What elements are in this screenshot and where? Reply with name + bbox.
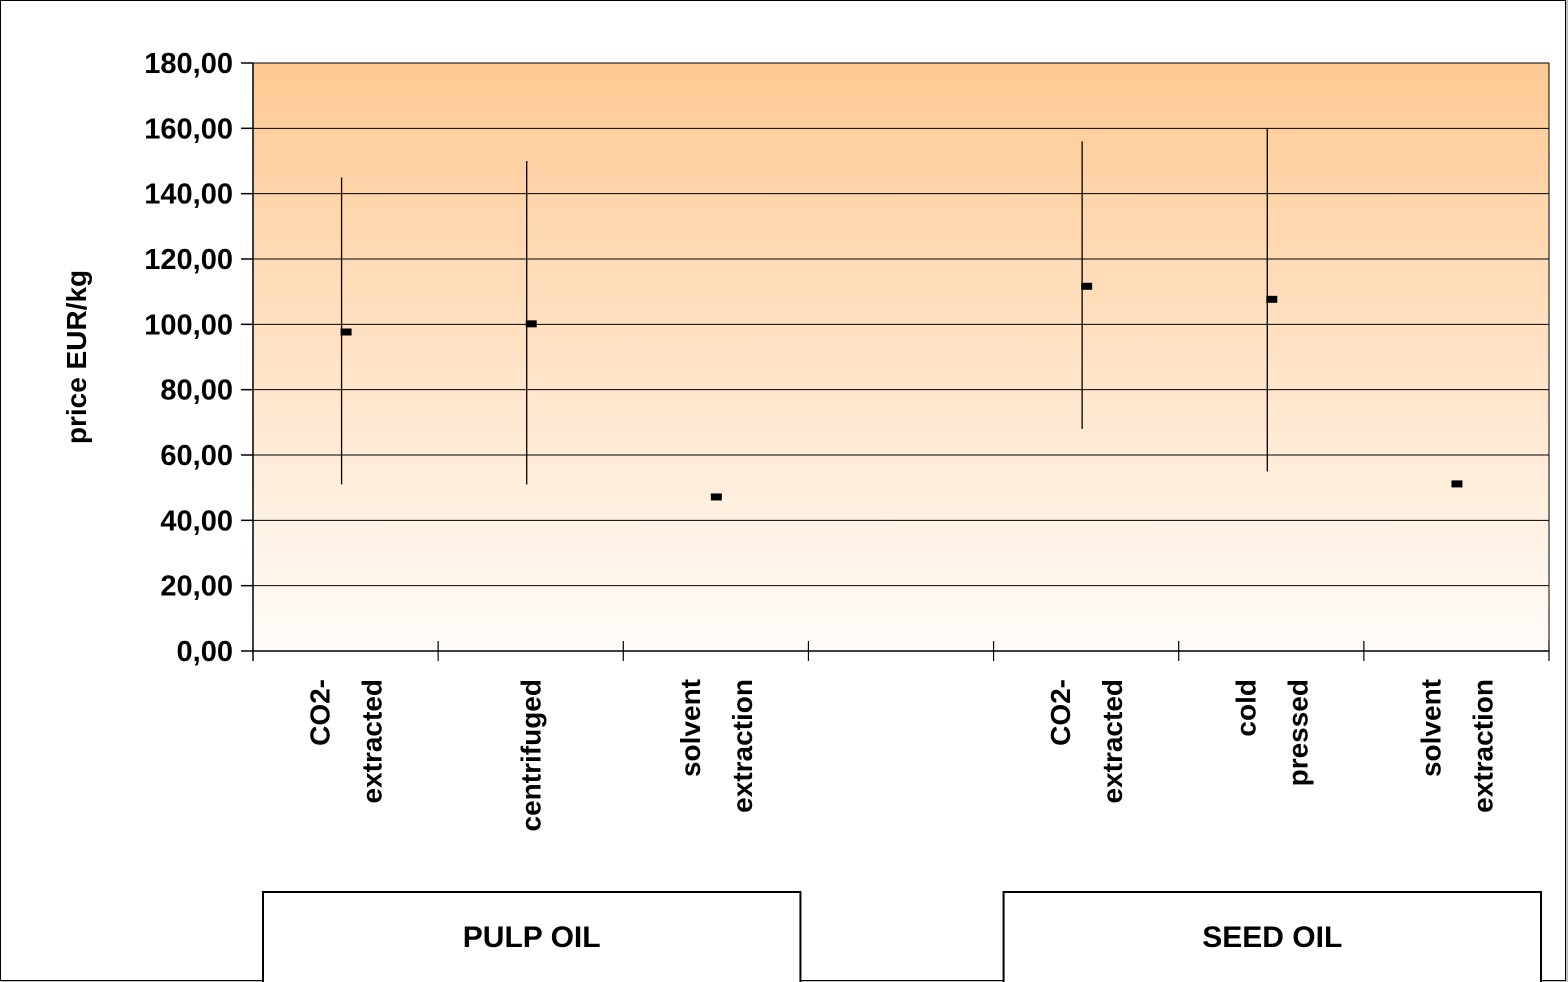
y-tick-label: 100,00 — [144, 309, 233, 341]
x-category-label-line: extraction — [1467, 679, 1498, 813]
x-category-label: centrifuged — [516, 679, 547, 831]
y-tick-label: 0,00 — [177, 636, 233, 668]
x-category-label-line: centrifuged — [516, 679, 547, 831]
x-category-label: CO2- extracted — [1045, 679, 1128, 804]
mean-marker — [525, 320, 537, 328]
x-category-label-line: solvent — [1415, 679, 1446, 777]
x-category-label: solvent extraction — [675, 679, 758, 813]
y-tick-label: 40,00 — [160, 505, 233, 537]
x-category-label-line: extracted — [357, 679, 388, 804]
x-category-label-line: solvent — [675, 679, 706, 777]
mean-marker — [1451, 480, 1463, 488]
mean-marker — [1266, 295, 1278, 303]
mean-marker — [1081, 282, 1093, 290]
group-label: SEED OIL — [1202, 921, 1342, 954]
x-category-label-line: extracted — [1097, 679, 1128, 804]
x-category-label-line: extraction — [727, 679, 758, 813]
group-box — [262, 891, 802, 982]
x-category-label: cold pressed — [1230, 679, 1313, 786]
y-tick-label: 160,00 — [144, 113, 233, 145]
x-category-label: solvent extraction — [1415, 679, 1498, 813]
plot-area — [253, 63, 1549, 651]
mean-marker — [340, 328, 352, 336]
x-category-label-line: pressed — [1282, 679, 1313, 786]
y-tick-label: 180,00 — [144, 48, 233, 80]
x-category-label-line: CO2- — [305, 679, 336, 746]
x-category-label-line: cold — [1230, 679, 1261, 737]
y-axis-title: price EUR/kg — [61, 270, 92, 444]
y-tick-label: 60,00 — [160, 440, 233, 472]
y-tick-label: 140,00 — [144, 179, 233, 211]
group-label: PULP OIL — [463, 921, 601, 954]
x-category-label: CO2- extracted — [305, 679, 388, 804]
y-tick-label: 80,00 — [160, 375, 233, 407]
y-tick-label: 20,00 — [160, 571, 233, 603]
mean-marker — [710, 493, 722, 501]
x-category-label-line: CO2- — [1045, 679, 1076, 746]
group-box — [1002, 891, 1542, 982]
y-tick-label: 120,00 — [144, 244, 233, 276]
